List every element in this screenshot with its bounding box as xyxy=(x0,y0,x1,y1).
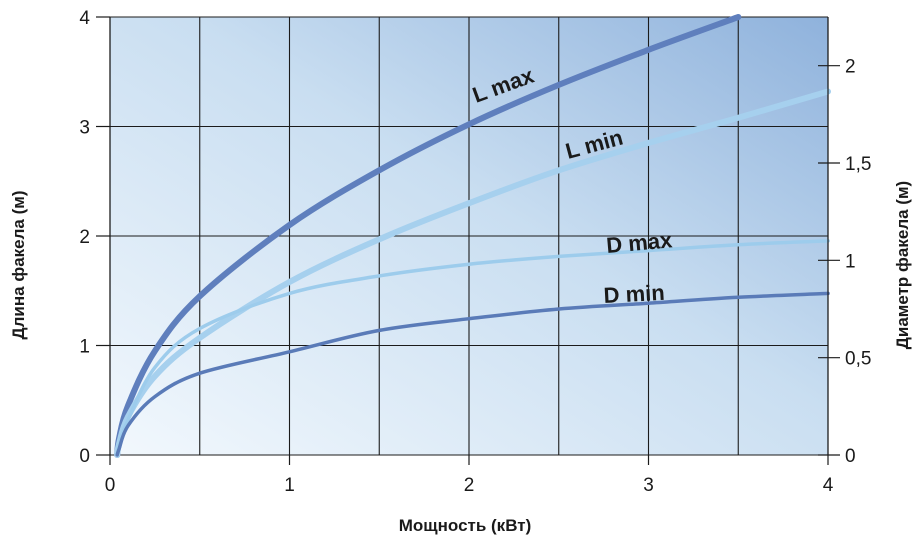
y-tick-label-right: 1 xyxy=(845,251,856,272)
y-tick-label-left: 1 xyxy=(79,337,90,358)
series-line-d-min xyxy=(115,291,830,457)
y-axis-title-left: Длина факела (м) xyxy=(9,191,28,340)
y-tick-label-right: 0 xyxy=(845,446,856,467)
y-tick-label-left: 0 xyxy=(79,446,90,467)
y-tick-label-right: 0,5 xyxy=(845,349,871,370)
series-label-d-min: D min xyxy=(603,280,665,308)
series-line-l-max xyxy=(114,14,742,458)
curves xyxy=(114,14,831,458)
y-tick-label-right: 1,5 xyxy=(845,154,871,175)
y-tick-label-right: 2 xyxy=(845,57,856,78)
x-tick-label: 1 xyxy=(284,475,295,496)
x-tick-label: 2 xyxy=(464,475,475,496)
x-tick-label: 3 xyxy=(643,475,654,496)
series-line-d-max xyxy=(115,239,830,457)
y-tick-label-left: 4 xyxy=(79,8,90,29)
y-tick-label-left: 2 xyxy=(79,227,90,248)
x-tick-label: 0 xyxy=(105,475,116,496)
y-tick-label-left: 3 xyxy=(79,118,90,139)
x-tick-label: 4 xyxy=(823,475,834,496)
x-axis-title: Мощность (кВт) xyxy=(399,516,531,535)
y-axis-title-right: Диаметр факела (м) xyxy=(893,181,912,349)
series-label-d-max: D max xyxy=(605,227,674,258)
